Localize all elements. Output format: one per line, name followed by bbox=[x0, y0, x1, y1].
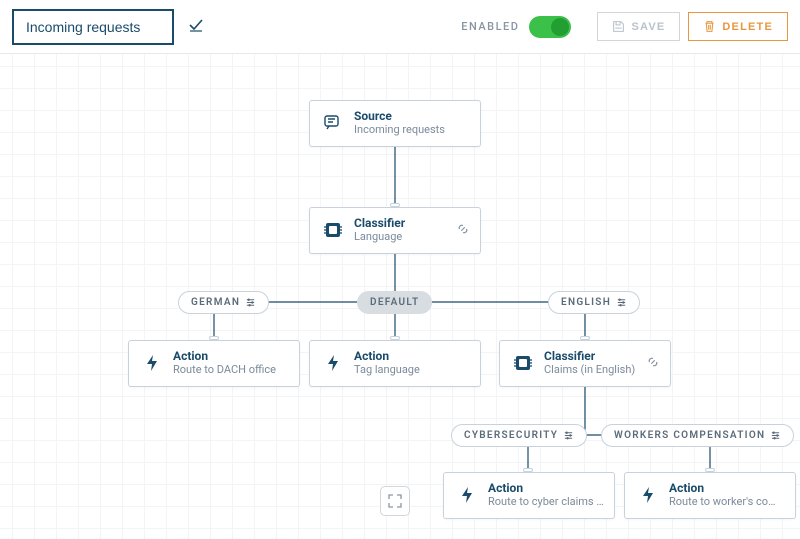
node-title: Action bbox=[354, 349, 420, 363]
workflow-canvas[interactable]: Source Incoming requests Classifier Lang… bbox=[0, 54, 800, 539]
sliders-icon bbox=[616, 297, 627, 308]
node-subtitle: Incoming requests bbox=[354, 123, 445, 137]
branch-cybersecurity[interactable]: CYBERSECURITY bbox=[451, 424, 587, 447]
check-icon bbox=[188, 17, 204, 33]
node-subtitle: Route to worker's comp ... bbox=[669, 495, 785, 509]
node-subtitle: Route to cyber claims of... bbox=[488, 495, 604, 509]
node-title: Action bbox=[669, 481, 785, 495]
branch-label: CYBERSECURITY bbox=[464, 430, 558, 441]
node-classifier-claims[interactable]: Classifier Claims (in English) bbox=[499, 340, 671, 387]
delete-button-label: DELETE bbox=[722, 21, 773, 33]
branch-label: ENGLISH bbox=[561, 297, 611, 308]
save-button-label: SAVE bbox=[631, 21, 665, 33]
sliders-icon bbox=[563, 430, 574, 441]
branch-label: GERMAN bbox=[191, 297, 240, 308]
node-subtitle: Language bbox=[354, 230, 405, 244]
branch-german[interactable]: GERMAN bbox=[178, 291, 269, 314]
source-icon bbox=[320, 110, 346, 136]
fit-view-button[interactable] bbox=[380, 486, 410, 516]
branch-default[interactable]: DEFAULT bbox=[357, 291, 432, 314]
toggle-knob bbox=[551, 18, 569, 36]
branch-english[interactable]: ENGLISH bbox=[548, 291, 640, 314]
branch-label: DEFAULT bbox=[370, 297, 419, 308]
node-action-tag[interactable]: Action Tag language bbox=[309, 340, 481, 387]
node-action-workers[interactable]: Action Route to worker's comp ... bbox=[624, 472, 796, 519]
enabled-toggle[interactable] bbox=[529, 16, 571, 38]
node-subtitle: Route to DACH office bbox=[173, 363, 276, 377]
confirm-title-button[interactable] bbox=[188, 17, 204, 37]
sliders-icon bbox=[245, 297, 256, 308]
node-subtitle: Claims (in English) bbox=[544, 363, 635, 377]
node-title: Action bbox=[488, 481, 604, 495]
link-icon bbox=[456, 221, 470, 240]
node-subtitle: Tag language bbox=[354, 363, 420, 377]
enabled-label: ENABLED bbox=[461, 20, 519, 33]
classifier-icon bbox=[320, 217, 346, 243]
node-action-dach[interactable]: Action Route to DACH office bbox=[128, 340, 300, 387]
save-button[interactable]: SAVE bbox=[597, 12, 680, 41]
sliders-icon bbox=[770, 430, 781, 441]
action-icon bbox=[635, 482, 661, 508]
branch-workers-comp[interactable]: WORKERS COMPENSATION bbox=[601, 424, 794, 447]
node-title: Action bbox=[173, 349, 276, 363]
branch-label: WORKERS COMPENSATION bbox=[614, 430, 765, 441]
workflow-title-input[interactable] bbox=[12, 9, 174, 45]
trash-icon bbox=[703, 20, 716, 33]
delete-button[interactable]: DELETE bbox=[688, 12, 788, 41]
node-classifier-language[interactable]: Classifier Language bbox=[309, 207, 481, 254]
node-source[interactable]: Source Incoming requests bbox=[309, 100, 481, 147]
action-icon bbox=[454, 482, 480, 508]
action-icon bbox=[139, 350, 165, 376]
save-icon bbox=[612, 20, 625, 33]
header-bar: ENABLED SAVE DELETE bbox=[0, 0, 800, 54]
node-title: Source bbox=[354, 109, 445, 123]
fit-icon bbox=[387, 493, 403, 509]
node-title: Classifier bbox=[354, 216, 405, 230]
node-title: Classifier bbox=[544, 349, 635, 363]
classifier-icon bbox=[510, 350, 536, 376]
link-icon bbox=[646, 354, 660, 373]
action-icon bbox=[320, 350, 346, 376]
node-action-cyber[interactable]: Action Route to cyber claims of... bbox=[443, 472, 615, 519]
